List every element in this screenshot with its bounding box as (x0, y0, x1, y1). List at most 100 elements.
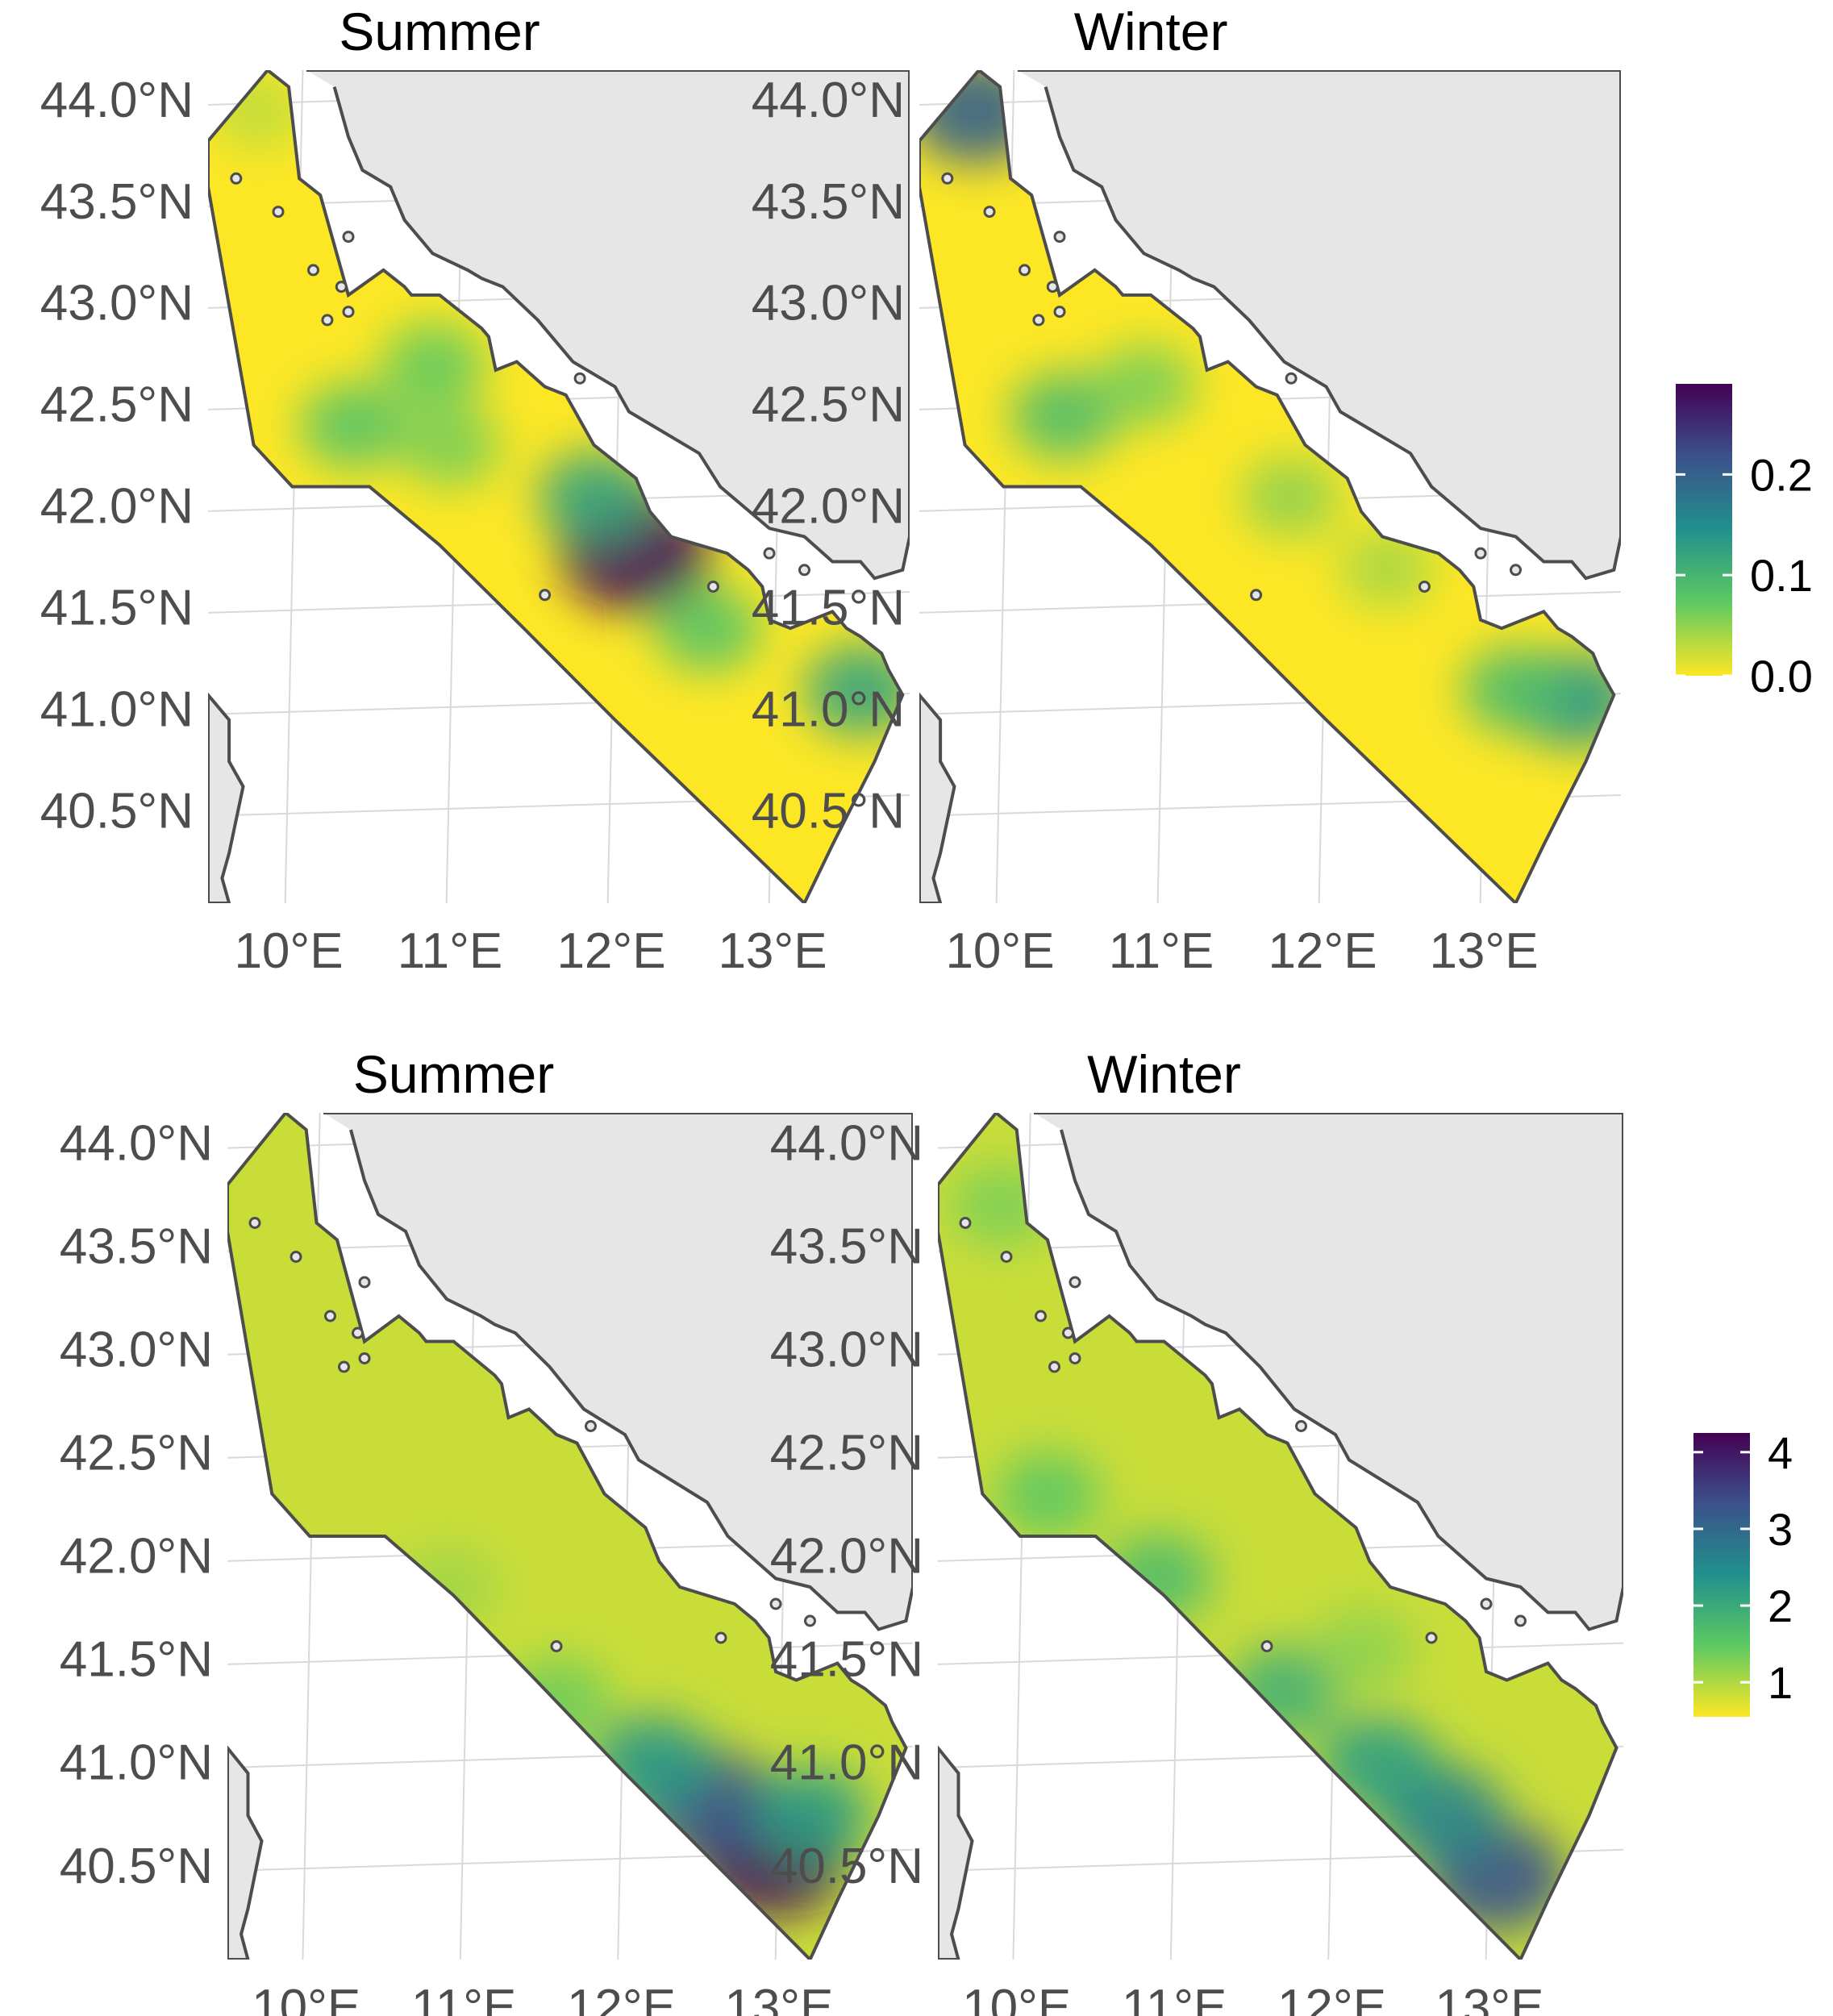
island (307, 264, 319, 277)
y-tick-label: 41.5°N (770, 1632, 923, 1688)
y-tick-label: 40.5°N (40, 784, 194, 839)
y-tick-label: 40.5°N (752, 784, 905, 839)
island (1069, 1352, 1081, 1364)
value-hotspot (1461, 646, 1571, 734)
value-hotspot (398, 404, 502, 488)
y-tick-label: 41.5°N (60, 1632, 213, 1688)
value-hotspot (381, 323, 486, 407)
island (1480, 1597, 1493, 1610)
x-tick-label: 10°E (252, 1980, 360, 2016)
island (573, 372, 586, 385)
panel-title: Winter (1074, 2, 1228, 61)
land-mainland (323, 1113, 913, 1630)
coastline-mainland (1034, 1113, 1623, 1631)
x-tick-label: 11°E (398, 923, 503, 979)
land-sardinia (208, 692, 245, 903)
land-sardinia (938, 1745, 974, 1960)
island (1000, 1251, 1013, 1263)
x-tick-label: 13°E (724, 1980, 833, 2016)
y-tick-label: 41.5°N (40, 581, 194, 636)
value-hotspot (1094, 344, 1197, 427)
domain-outline (919, 70, 1616, 903)
island (338, 1360, 350, 1373)
island (1069, 1276, 1081, 1289)
value-hotspot (299, 382, 407, 469)
y-tick-label: 43.0°N (40, 276, 194, 331)
map-panel-bottom-winter: Winter 44.0°N 43.5°N 43.0°N 42.5°N 42.0°N 41.5… (770, 1044, 1623, 2016)
y-tick-label: 42.5°N (60, 1426, 213, 1481)
y-tick-label: 43.0°N (752, 276, 905, 331)
island (550, 1640, 563, 1652)
land-sardinia (227, 1745, 264, 1960)
y-tick-label: 41.0°N (752, 682, 905, 738)
island (358, 1276, 371, 1289)
island (983, 206, 996, 219)
colorbar-tick-label: 2 (1768, 1581, 1793, 1631)
island (706, 580, 719, 593)
y-tick-label: 42.0°N (752, 479, 905, 535)
panel-title: Summer (339, 2, 539, 61)
x-tick-label: 13°E (1429, 923, 1538, 979)
island (959, 1217, 972, 1229)
y-tick-label: 44.0°N (770, 1115, 923, 1171)
y-tick-label: 43.0°N (60, 1322, 213, 1378)
island (290, 1251, 302, 1263)
y-tick-label: 41.0°N (770, 1735, 923, 1791)
island (321, 314, 334, 327)
value-hotspot (1313, 1609, 1414, 1691)
island (1514, 1614, 1527, 1627)
colorbar-gradient (1676, 384, 1732, 676)
colorbar-tick-label: 0.0 (1750, 651, 1813, 702)
coastline-mainland (306, 70, 910, 581)
y-tick-label: 42.0°N (60, 1529, 213, 1585)
y-tick-label: 42.5°N (770, 1426, 923, 1481)
y-tick-label: 43.5°N (770, 1218, 923, 1274)
island (1474, 547, 1487, 560)
island (1260, 1640, 1273, 1652)
island (272, 206, 285, 219)
x-tick-label: 12°E (556, 923, 665, 979)
value-hotspot (995, 1452, 1102, 1538)
island (1053, 231, 1066, 244)
map-panel-bottom-summer: Summer 44.0°N 43.5°N 43.0°N 42.5°N 42.0°N 41.5… (60, 1044, 913, 2016)
island (804, 1614, 816, 1627)
y-tick-label: 41.0°N (40, 682, 194, 738)
x-tick-label: 10°E (945, 923, 1054, 979)
y-tick-label: 43.5°N (40, 174, 194, 230)
y-tick-label: 43.5°N (752, 174, 905, 230)
island (352, 1327, 364, 1339)
island (585, 1420, 597, 1432)
colorbar-tick-label: 1 (1768, 1657, 1793, 1708)
y-tick-label: 44.0°N (752, 73, 905, 128)
x-tick-label: 13°E (718, 923, 827, 979)
island (358, 1352, 371, 1364)
y-tick-label: 42.0°N (40, 479, 194, 535)
island (1019, 264, 1031, 277)
x-tick-label: 12°E (567, 1980, 676, 2016)
colorbar-tick-label: 4 (1768, 1427, 1793, 1478)
map-panel-top-summer: Summer 44.0°N 43.5°N 43.0°N 42.5°N 42.0°N 41.5… (40, 2, 910, 979)
island (1032, 314, 1045, 327)
y-tick-label: 41.5°N (752, 581, 905, 636)
x-tick-label: 13°E (1435, 1980, 1543, 2016)
island (1250, 589, 1263, 602)
x-tick-label: 11°E (1109, 923, 1214, 979)
x-tick-label: 10°E (962, 1980, 1071, 2016)
value-hotspot (537, 450, 653, 544)
domain-outline (208, 70, 905, 903)
island (941, 172, 954, 185)
colorbar-tick-label: 0.2 (1750, 449, 1813, 500)
island (335, 281, 348, 294)
colorbar-top: 0.0 0.1 0.2 (1676, 384, 1813, 702)
y-tick-label: 42.0°N (770, 1529, 923, 1585)
island (539, 589, 552, 602)
y-tick-label: 41.0°N (60, 1735, 213, 1791)
island (342, 231, 355, 244)
island (798, 564, 810, 577)
land-mainland (1034, 1113, 1623, 1630)
x-tick-label: 11°E (411, 1980, 517, 2016)
value-hotspot (1240, 456, 1340, 538)
land-mainland (1017, 70, 1621, 579)
y-tick-label: 43.5°N (60, 1218, 213, 1274)
y-tick-label: 40.5°N (60, 1839, 213, 1894)
